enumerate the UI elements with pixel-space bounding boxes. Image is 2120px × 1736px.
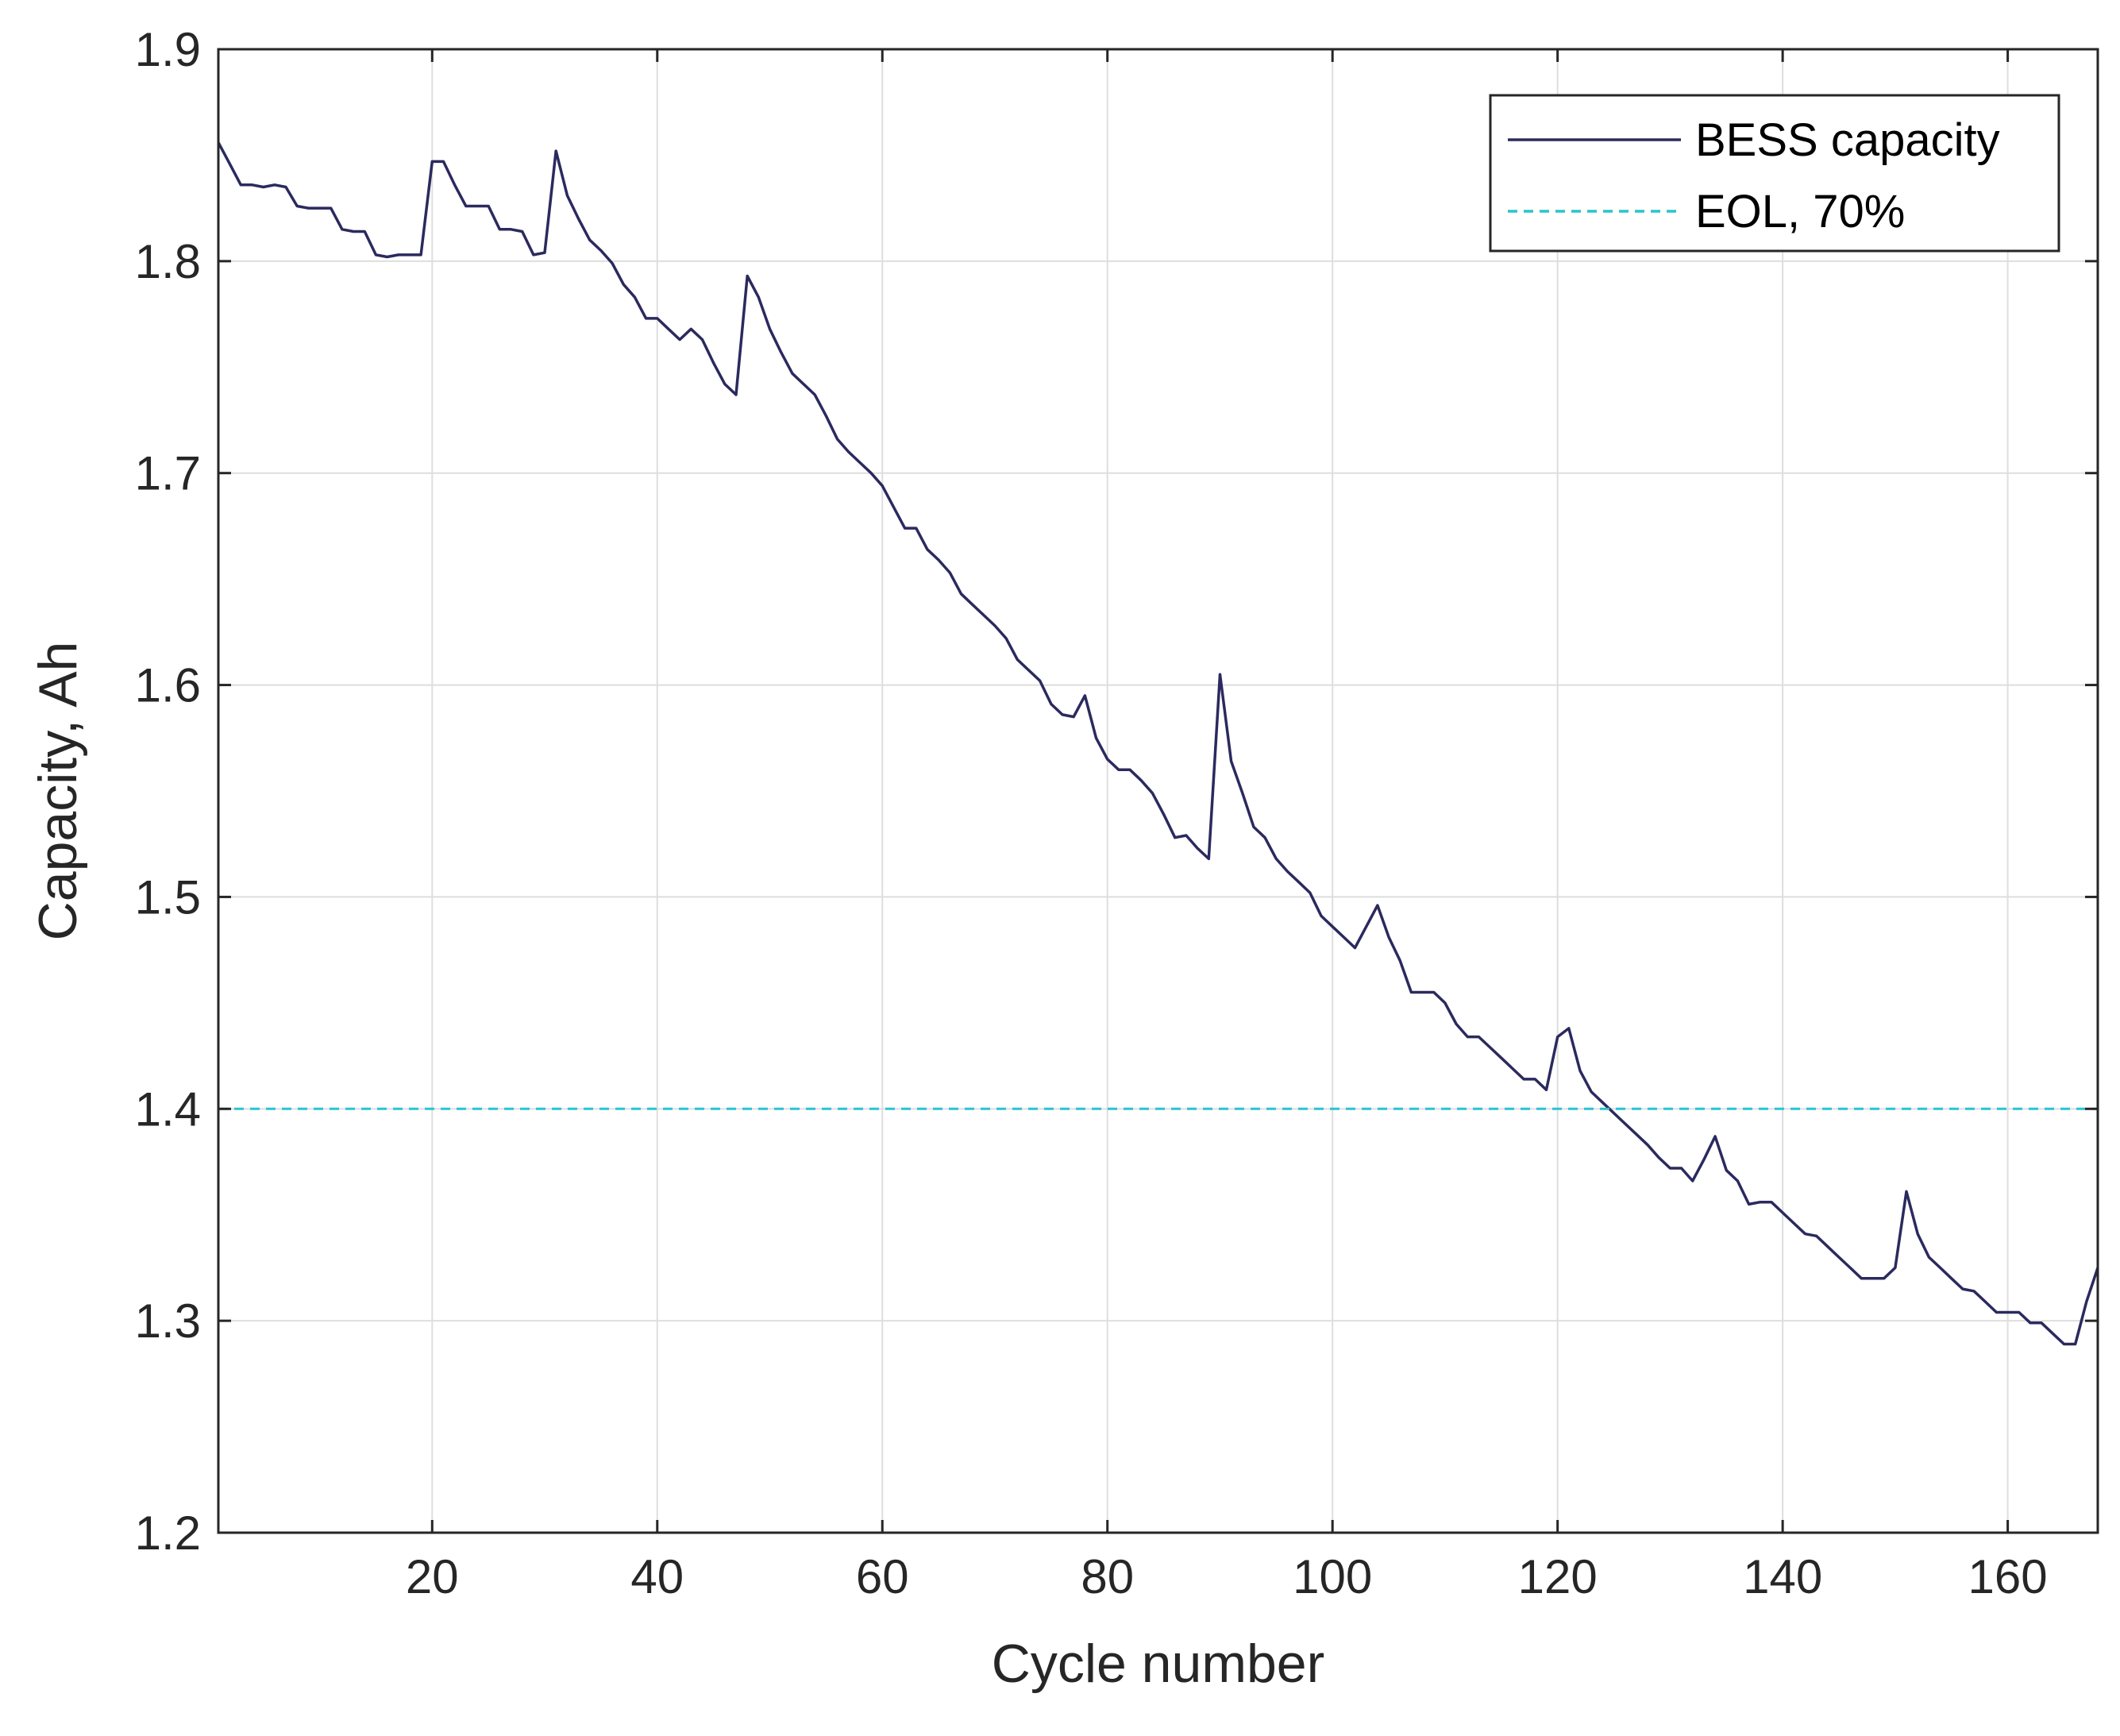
x-axis-title: Cycle number (992, 1634, 1325, 1694)
y-tick-label: 1.7 (135, 447, 201, 500)
series-line-bess-capacity (217, 141, 2099, 1346)
y-tick-label: 1.6 (135, 659, 201, 712)
plot-area (217, 141, 2099, 1346)
x-tick-label: 60 (856, 1550, 909, 1603)
legend-box (1489, 94, 2060, 253)
y-tick-label: 1.2 (135, 1506, 201, 1560)
y-tick-label: 1.4 (135, 1082, 201, 1136)
y-tick-label: 1.8 (135, 235, 201, 288)
y-tick-label: 1.9 (135, 23, 201, 76)
x-tick-label: 120 (1518, 1550, 1598, 1603)
y-tick-label: 1.3 (135, 1294, 201, 1348)
x-tick-label: 100 (1293, 1550, 1372, 1603)
x-tick-label: 40 (630, 1550, 684, 1603)
axis-ticks: 20 40 60 80 100 120 140 160 1.2 1.3 1.4 1.5 1.6 1.7 1.… (135, 23, 2098, 1603)
x-tick-label: 160 (1968, 1550, 2048, 1603)
x-tick-label: 20 (406, 1550, 459, 1603)
x-tick-label: 80 (1081, 1550, 1134, 1603)
y-axis-title: Capacity, Ah (28, 642, 88, 941)
legend-label-eol: EOL, 70% (1695, 186, 1905, 237)
y-tick-label: 1.5 (135, 870, 201, 924)
legend: BESS capacity EOL, 70% (1489, 94, 2060, 253)
axes-box (217, 48, 2099, 1534)
x-tick-label: 140 (1743, 1550, 1822, 1603)
legend-label-bess-capacity: BESS capacity (1695, 114, 2000, 166)
